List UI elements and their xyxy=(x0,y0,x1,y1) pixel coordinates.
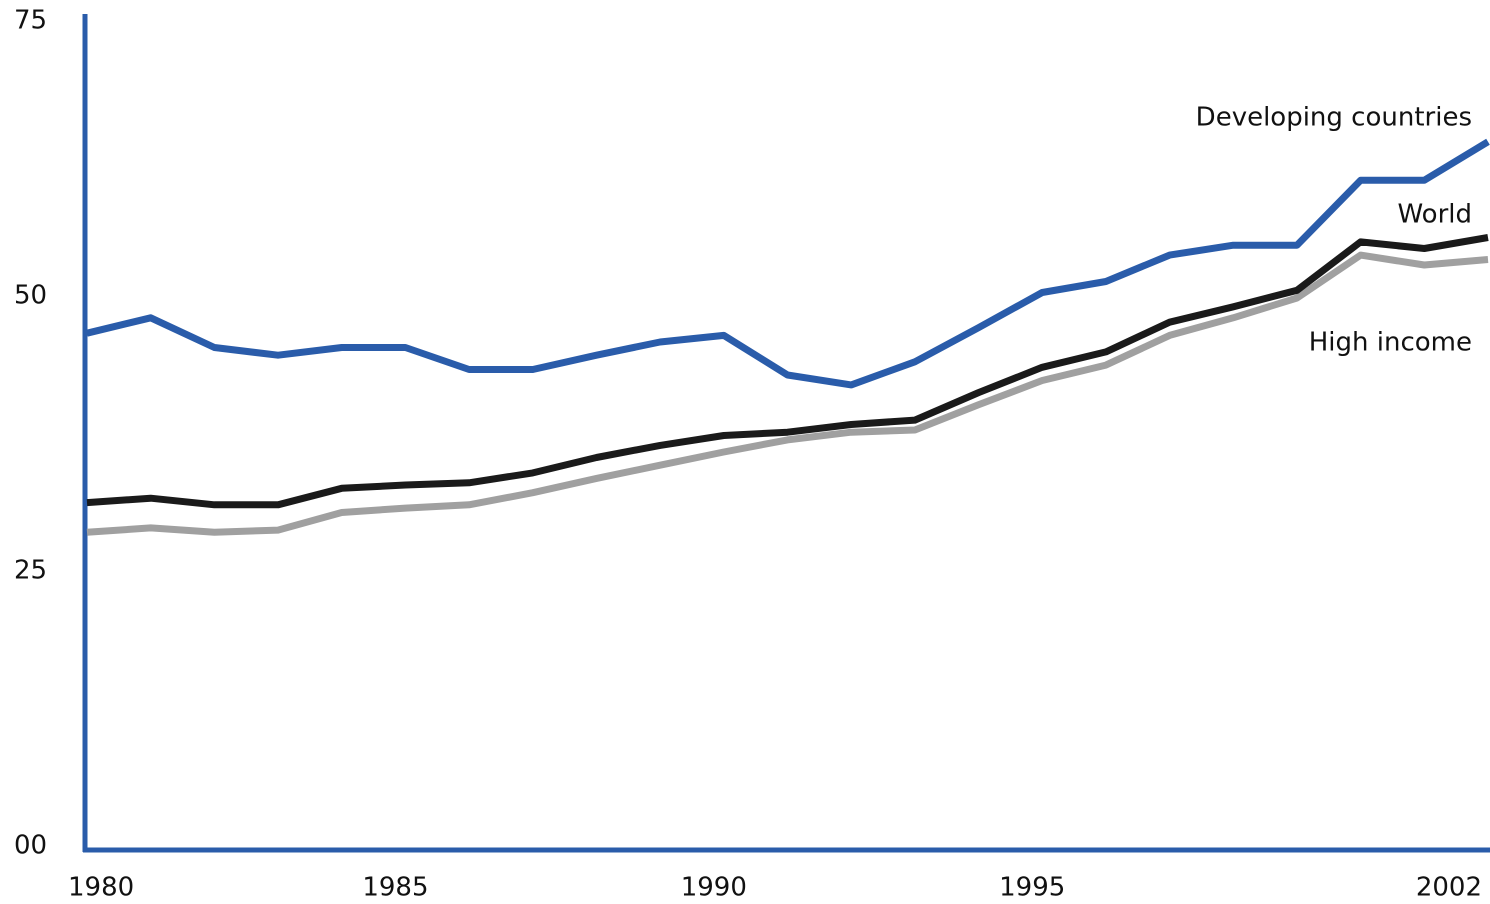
x-tick-label: 2002 xyxy=(1416,873,1482,903)
series-line xyxy=(86,234,1489,509)
y-tick-label: 25 xyxy=(14,556,47,586)
x-tick-label: 1995 xyxy=(999,873,1065,903)
y-tick-label: 75 xyxy=(14,6,47,36)
series-label: High income xyxy=(1309,328,1472,358)
series-line xyxy=(86,138,1490,389)
series-label: Developing countries xyxy=(1196,103,1472,133)
y-tick-label: 00 xyxy=(14,831,47,861)
x-tick-label: 1980 xyxy=(68,873,134,903)
x-tick-label: 1990 xyxy=(681,873,747,903)
y-tick-label: 50 xyxy=(14,281,47,311)
series-line xyxy=(86,251,1489,536)
x-tick-label: 1985 xyxy=(362,873,428,903)
series-label: World xyxy=(1397,200,1472,230)
